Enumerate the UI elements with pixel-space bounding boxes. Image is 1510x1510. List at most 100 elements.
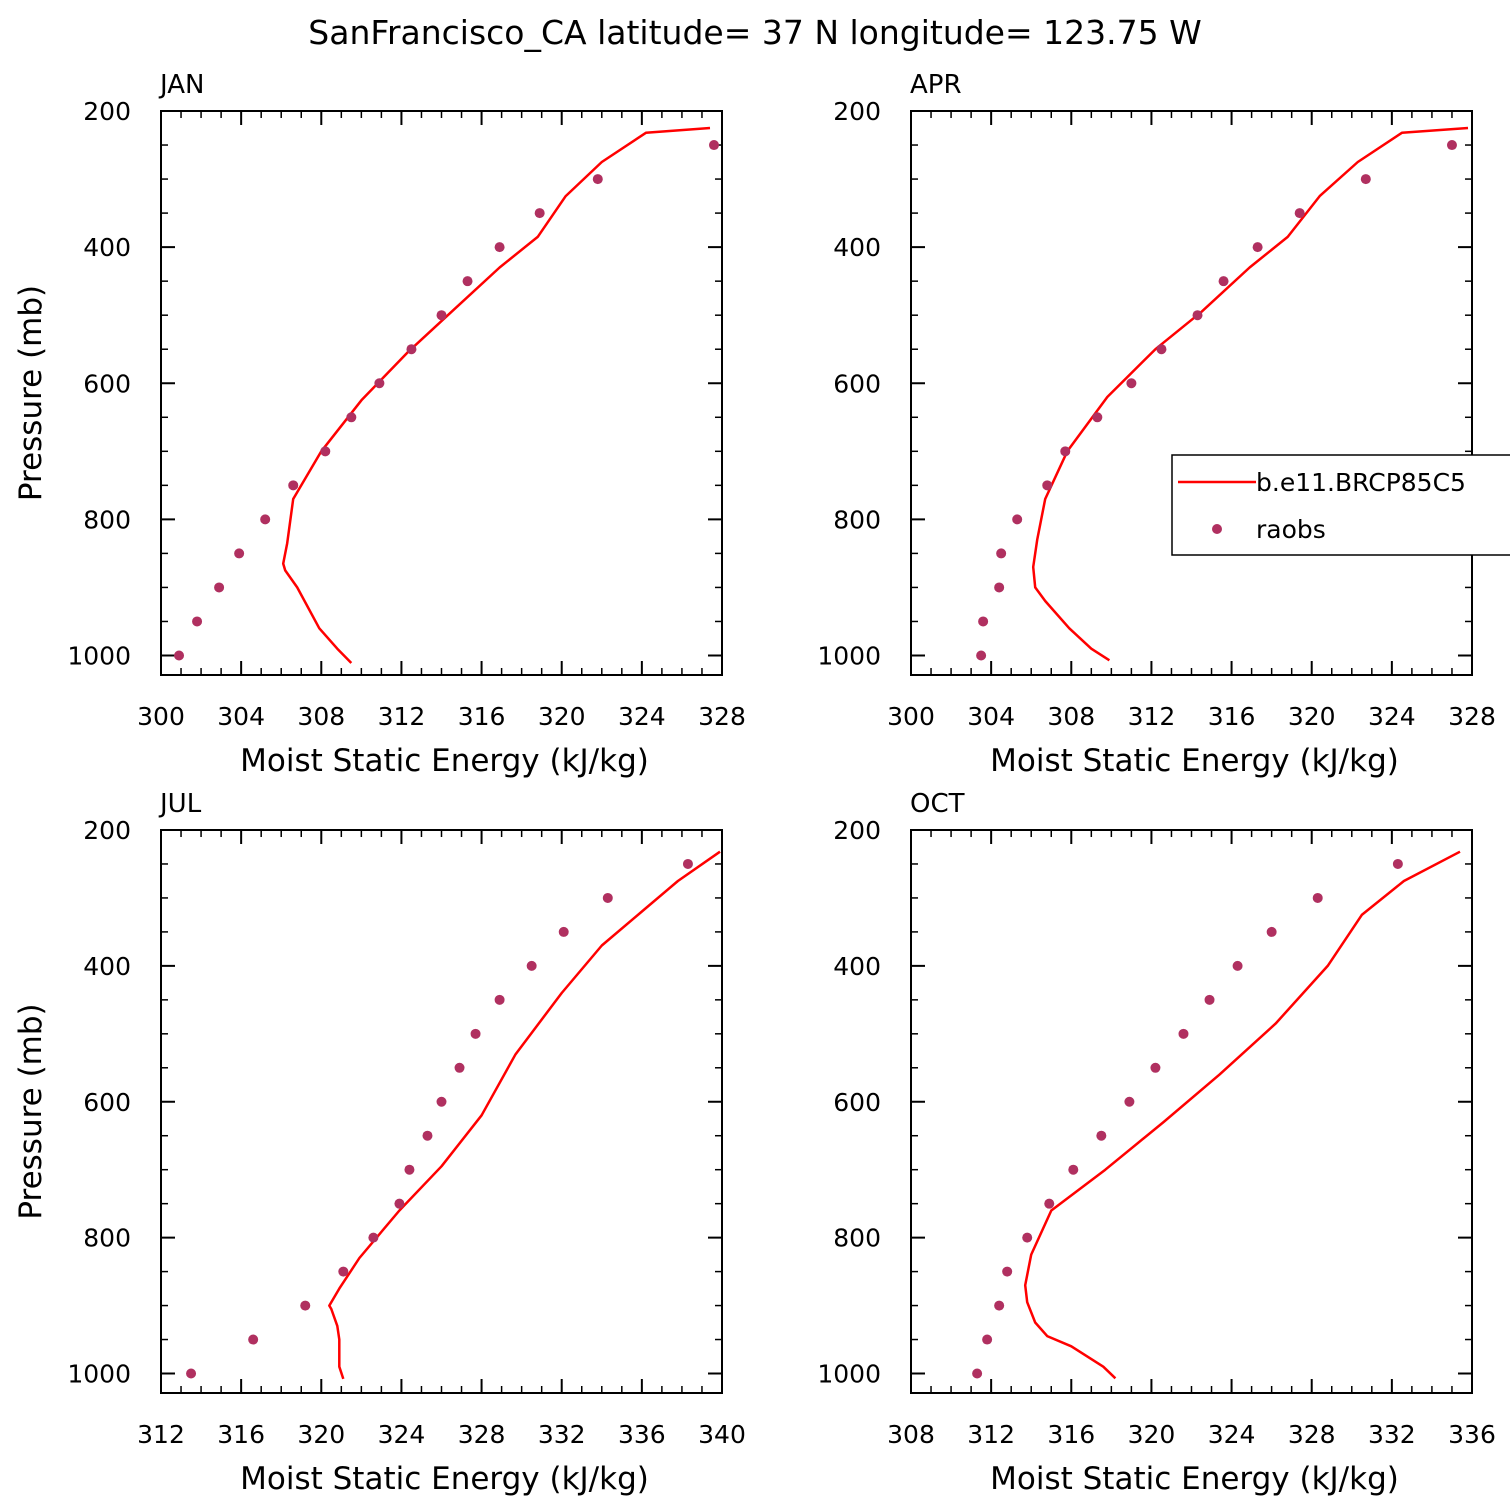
- x-tick-label: 304: [967, 702, 1015, 731]
- raobs-point: [1178, 1028, 1189, 1039]
- y-tick-label: 400: [833, 233, 881, 262]
- raobs-point: [994, 1300, 1005, 1311]
- y-axis-label: Pressure (mb): [13, 1003, 49, 1219]
- panel-jul: JUL 312 316 320 324 328 332 336 340 200 400 600 800 1…: [13, 789, 746, 1497]
- y-tick-label: 600: [833, 369, 881, 398]
- x-tick-label: 324: [1368, 702, 1416, 731]
- x-tick-label: 300: [137, 702, 185, 731]
- raobs-point: [1096, 1130, 1107, 1141]
- y-tick-label: 600: [83, 1088, 131, 1117]
- x-tick-label: 320: [1128, 1420, 1176, 1449]
- x-tick-label: 312: [378, 702, 426, 731]
- raobs-point: [422, 1130, 433, 1141]
- x-axis-label: Moist Static Energy (kJ/kg): [240, 1461, 649, 1497]
- raobs-point: [534, 208, 545, 219]
- raobs-point: [234, 548, 245, 559]
- panel-oct: OCT 308 312 316 320 324 328 332 336 200 400 600 800 1…: [817, 789, 1495, 1497]
- panel-apr: APR 300 304 308 312 316 320 324 328 200 400 600 800 1…: [817, 70, 1495, 779]
- raobs-point: [994, 582, 1005, 593]
- x-tick-label: 320: [1288, 702, 1336, 731]
- raobs-point: [300, 1300, 311, 1311]
- x-tick-label: 324: [1208, 1420, 1256, 1449]
- x-tick-label: 304: [217, 702, 265, 731]
- raobs-point: [1044, 1198, 1055, 1209]
- raobs-point: [1156, 344, 1167, 355]
- raobs-point: [470, 1028, 481, 1039]
- raobs-point: [1294, 208, 1305, 219]
- x-tick-label: 320: [297, 1420, 345, 1449]
- x-tick-label: 308: [1047, 702, 1095, 731]
- panel-title: JAN: [158, 70, 204, 100]
- x-tick-label: 312: [137, 1420, 185, 1449]
- y-axis-label: Pressure (mb): [13, 285, 49, 501]
- model-profile-line: [328, 850, 721, 1380]
- raobs-point: [374, 378, 385, 389]
- y-tick-label: 400: [83, 233, 131, 262]
- x-tick-label: 324: [618, 702, 666, 731]
- model-profile-line: [1023, 850, 1461, 1380]
- x-tick-label: 336: [618, 1420, 666, 1449]
- y-tick-label: 800: [833, 1224, 881, 1253]
- raobs-point: [1126, 378, 1137, 389]
- raobs-point: [1266, 926, 1277, 937]
- y-tick-label: 200: [833, 97, 881, 126]
- raobs-point: [1392, 858, 1403, 869]
- raobs-point: [1192, 310, 1203, 321]
- raobs-point: [192, 616, 203, 627]
- raobs-point: [1042, 480, 1053, 491]
- raobs-point: [1232, 960, 1243, 971]
- raobs-point: [1092, 412, 1103, 423]
- raobs-point: [558, 926, 569, 937]
- raobs-point: [338, 1266, 349, 1277]
- panel-title: JUL: [158, 789, 202, 819]
- raobs-point: [602, 892, 613, 903]
- raobs-point: [288, 480, 299, 491]
- y-tick-label: 800: [83, 505, 131, 534]
- raobs-point: [494, 994, 505, 1005]
- raobs-point: [1312, 892, 1323, 903]
- x-tick-label: 312: [967, 1420, 1015, 1449]
- raobs-point: [406, 344, 417, 355]
- x-tick-label: 316: [458, 702, 506, 731]
- x-tick-label: 316: [1208, 702, 1256, 731]
- model-profile-line: [281, 126, 711, 664]
- y-tick-label: 600: [833, 1088, 881, 1117]
- raobs-point: [1252, 242, 1263, 253]
- raobs-point: [1068, 1164, 1079, 1175]
- raobs-point: [682, 858, 693, 869]
- x-tick-label: 332: [538, 1420, 586, 1449]
- y-tick-label: 1000: [817, 1360, 881, 1389]
- x-axis-label: Moist Static Energy (kJ/kg): [990, 743, 1399, 779]
- x-tick-label: 328: [1448, 702, 1496, 731]
- legend-label-obs: raobs: [1256, 515, 1326, 544]
- raobs-point: [214, 582, 225, 593]
- y-tick-label: 400: [83, 952, 131, 981]
- y-tick-label: 1000: [67, 642, 131, 671]
- x-axis-label: Moist Static Energy (kJ/kg): [240, 743, 649, 779]
- panels: JAN 300 304 308 312 316 320 324 328 200 400 600 800 1…: [13, 70, 1496, 1497]
- x-tick-label: 336: [1448, 1420, 1496, 1449]
- y-tick-label: 800: [833, 505, 881, 534]
- y-tick-label: 200: [83, 816, 131, 845]
- raobs-point: [436, 310, 447, 321]
- raobs-point: [454, 1062, 465, 1073]
- x-axis-label: Moist Static Energy (kJ/kg): [990, 1461, 1399, 1497]
- raobs-point: [260, 514, 271, 525]
- y-tick-label: 400: [833, 952, 881, 981]
- raobs-point: [1124, 1096, 1135, 1107]
- raobs-point: [436, 1096, 447, 1107]
- raobs-point: [404, 1164, 415, 1175]
- x-tick-label: 312: [1128, 702, 1176, 731]
- raobs-point: [1150, 1062, 1161, 1073]
- panel-title: OCT: [910, 789, 965, 819]
- x-tick-label: 332: [1368, 1420, 1416, 1449]
- raobs-point: [978, 616, 989, 627]
- raobs-point: [982, 1334, 993, 1345]
- y-tick-label: 600: [83, 369, 131, 398]
- y-tick-label: 1000: [67, 1360, 131, 1389]
- raobs-point: [1060, 446, 1071, 457]
- x-tick-label: 316: [217, 1420, 265, 1449]
- legend-label-model: b.e11.BRCP85C5: [1256, 468, 1466, 497]
- legend: b.e11.BRCP85C5 raobs: [1171, 454, 1510, 556]
